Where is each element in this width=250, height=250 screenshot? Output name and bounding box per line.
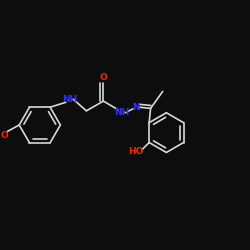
Text: NH: NH — [62, 95, 77, 104]
Text: NH: NH — [114, 108, 129, 117]
Text: N: N — [132, 103, 140, 112]
Text: O: O — [0, 131, 8, 140]
Text: HO: HO — [128, 147, 144, 156]
Text: O: O — [100, 73, 107, 82]
